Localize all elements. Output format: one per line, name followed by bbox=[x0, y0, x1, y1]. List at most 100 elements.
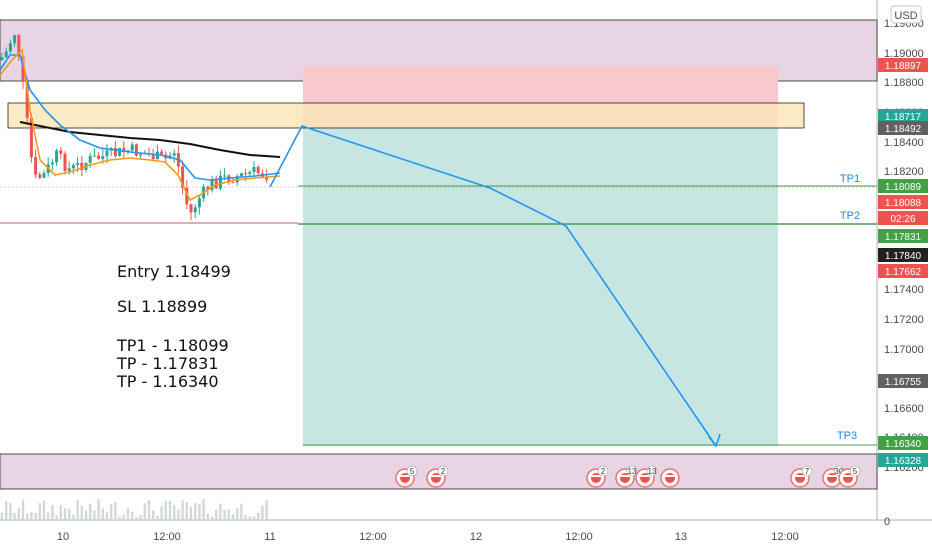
event-count: 2 bbox=[601, 467, 606, 476]
candle-body bbox=[92, 155, 96, 157]
candle-body bbox=[193, 207, 197, 213]
price-tag: 1.18089 bbox=[878, 179, 928, 193]
flag-stripe bbox=[827, 475, 837, 477]
volume-bar bbox=[139, 515, 142, 520]
event-count: 5 bbox=[853, 467, 858, 476]
price-tag: 1.18897 bbox=[878, 58, 928, 72]
flag-stripe bbox=[843, 475, 853, 477]
volume-bar bbox=[244, 515, 247, 520]
currency-label: USD bbox=[894, 10, 917, 22]
volume-bar bbox=[164, 500, 167, 520]
volume-bar bbox=[131, 511, 134, 520]
price-tag-label: 1.18089 bbox=[885, 182, 922, 193]
time-tick: 12:00 bbox=[359, 531, 387, 543]
event-marker[interactable]: 2 bbox=[426, 465, 449, 488]
price-tag-bg bbox=[878, 121, 928, 135]
candle-body bbox=[139, 154, 143, 156]
volume-bar bbox=[223, 509, 226, 520]
candle-body bbox=[101, 156, 105, 160]
volume-bar bbox=[110, 504, 113, 520]
price-tag-label: 1.16340 bbox=[885, 439, 922, 450]
flag-stripe bbox=[665, 475, 675, 477]
candle-body bbox=[29, 117, 33, 158]
volume-bar bbox=[84, 510, 88, 520]
price-tag-label: 1.16755 bbox=[885, 377, 922, 388]
event-marker[interactable]: 7 bbox=[790, 465, 813, 488]
event-count: 2 bbox=[441, 467, 446, 476]
price-tag: 1.16328 bbox=[878, 453, 928, 467]
price-tag: 1.16340 bbox=[878, 436, 928, 450]
volume-bar bbox=[177, 509, 180, 520]
price-tag: 1.16755 bbox=[878, 374, 928, 388]
event-marker[interactable]: 5 bbox=[395, 465, 418, 488]
volume-bars bbox=[0, 499, 268, 520]
tp3-note: TP - 1.16340 bbox=[116, 372, 219, 391]
volume-bar bbox=[202, 499, 205, 520]
price-tick: 1.18800 bbox=[884, 77, 924, 89]
projection-path[interactable] bbox=[269, 125, 717, 447]
candle-body bbox=[181, 166, 185, 188]
take-profit-zone[interactable] bbox=[303, 128, 778, 446]
event-count: 13 bbox=[628, 467, 637, 476]
candle-body bbox=[67, 168, 71, 172]
volume-bar bbox=[17, 508, 20, 520]
volume-bar bbox=[198, 504, 201, 520]
volume-bar bbox=[227, 509, 230, 520]
candle-body bbox=[151, 154, 155, 160]
currency-button[interactable]: USD bbox=[890, 5, 922, 24]
event-count: 5 bbox=[410, 467, 415, 476]
candle-body bbox=[134, 144, 138, 156]
volume-bar bbox=[47, 512, 50, 520]
price-tag-bg bbox=[878, 374, 928, 388]
price-tick: 1.18400 bbox=[884, 137, 924, 149]
candle-body bbox=[25, 81, 29, 118]
volume-bar bbox=[13, 512, 16, 520]
volume-bar bbox=[240, 503, 243, 520]
flag-stripe bbox=[620, 475, 630, 477]
volume-bar bbox=[9, 502, 12, 520]
event-marker[interactable]: 13 bbox=[635, 465, 658, 488]
candle-body bbox=[252, 167, 256, 173]
event-marker[interactable] bbox=[660, 468, 680, 488]
volume-bar bbox=[26, 513, 29, 520]
entry-zone[interactable] bbox=[7, 102, 805, 129]
event-count: 13 bbox=[648, 467, 657, 476]
volume-bar bbox=[210, 516, 214, 520]
candle-body bbox=[160, 151, 164, 155]
volume-bar bbox=[236, 507, 239, 520]
candle-body bbox=[130, 144, 134, 151]
candle-body bbox=[38, 174, 42, 178]
volume-bar bbox=[173, 504, 176, 520]
volume-bar bbox=[76, 499, 79, 520]
time-tick: 12:00 bbox=[771, 531, 799, 543]
candle-body bbox=[206, 186, 210, 190]
event-count-bubble bbox=[597, 465, 609, 477]
volume-bar bbox=[147, 500, 151, 520]
candle-body bbox=[239, 173, 243, 177]
event-marker[interactable]: 5 bbox=[838, 465, 861, 488]
volume-bar bbox=[189, 507, 193, 520]
price-tag-label: 1.16328 bbox=[885, 456, 922, 467]
flag-stripe bbox=[591, 475, 601, 477]
volume-bar bbox=[265, 499, 268, 520]
flag-stripe bbox=[640, 475, 650, 477]
candle-body bbox=[71, 164, 75, 169]
volume-bar bbox=[248, 516, 251, 520]
volume-bar bbox=[72, 514, 75, 520]
volume-bar bbox=[219, 503, 222, 520]
volume-bar bbox=[97, 499, 100, 520]
economic-events[interactable]: 5 2 2 13 13 7 30 5 bbox=[395, 465, 861, 488]
entry-note: Entry 1.18499 bbox=[117, 262, 231, 281]
volume-bar bbox=[231, 514, 235, 520]
event-marker[interactable]: 2 bbox=[586, 465, 609, 488]
tp1-note: TP1 - 1.18099 bbox=[116, 336, 229, 355]
price-tag: 1.18492 bbox=[878, 121, 928, 135]
event-count-bubble bbox=[646, 465, 658, 477]
projection-arrowhead bbox=[708, 433, 721, 448]
candle-body bbox=[8, 43, 12, 52]
volume-bar bbox=[122, 514, 125, 520]
event-marker[interactable]: 13 bbox=[615, 465, 638, 488]
candle-body bbox=[17, 35, 21, 57]
